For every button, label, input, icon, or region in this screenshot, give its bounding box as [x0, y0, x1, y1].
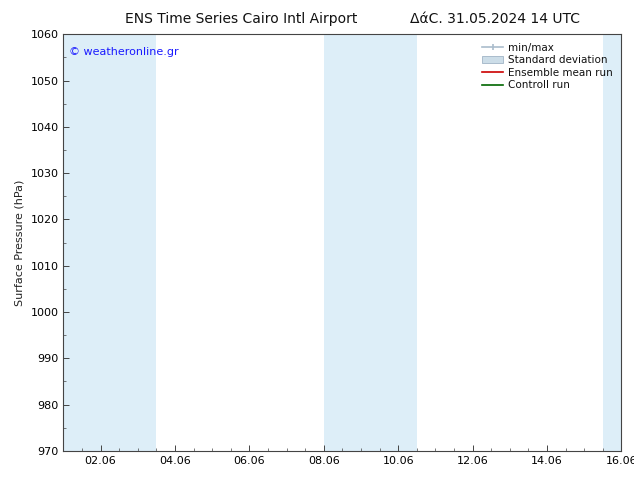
- Bar: [63, 34, 119, 451]
- Bar: [324, 34, 417, 451]
- Text: ENS Time Series Cairo Intl Airport: ENS Time Series Cairo Intl Airport: [125, 12, 357, 26]
- Text: © weatheronline.gr: © weatheronline.gr: [69, 47, 179, 57]
- Bar: [603, 34, 621, 451]
- Bar: [119, 34, 157, 451]
- Text: ΔάϹ. 31.05.2024 14 UTC: ΔάϹ. 31.05.2024 14 UTC: [410, 12, 579, 26]
- Legend: min/max, Standard deviation, Ensemble mean run, Controll run: min/max, Standard deviation, Ensemble me…: [479, 40, 616, 94]
- Y-axis label: Surface Pressure (hPa): Surface Pressure (hPa): [15, 179, 25, 306]
